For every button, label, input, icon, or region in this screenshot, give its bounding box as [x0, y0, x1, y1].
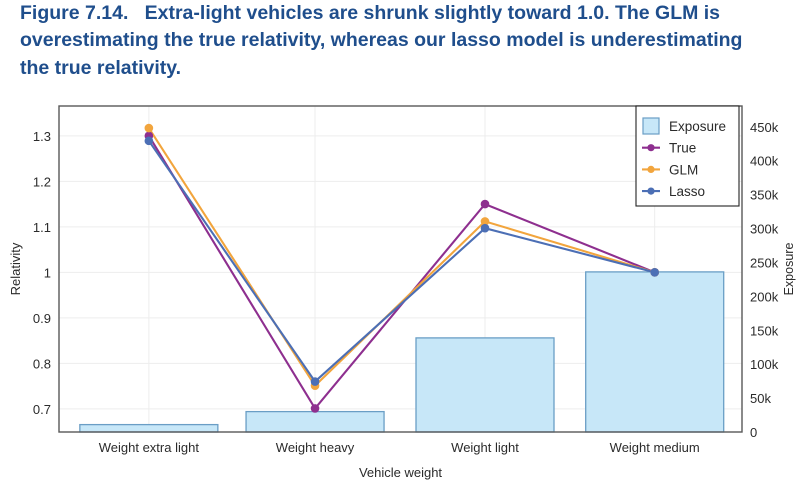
- svg-text:Weight light: Weight light: [451, 440, 519, 455]
- svg-text:450k: 450k: [750, 120, 779, 135]
- svg-text:1.2: 1.2: [33, 174, 51, 189]
- svg-text:GLM: GLM: [669, 162, 698, 177]
- svg-text:Weight heavy: Weight heavy: [276, 440, 355, 455]
- svg-text:1: 1: [44, 265, 51, 280]
- svg-text:300k: 300k: [750, 222, 779, 237]
- svg-text:1.3: 1.3: [33, 129, 51, 144]
- svg-text:0: 0: [750, 425, 757, 440]
- svg-text:Weight extra light: Weight extra light: [99, 440, 200, 455]
- svg-text:Lasso: Lasso: [669, 184, 705, 199]
- svg-text:250k: 250k: [750, 255, 779, 270]
- svg-text:0.8: 0.8: [33, 356, 51, 371]
- svg-text:150k: 150k: [750, 323, 779, 338]
- svg-text:True: True: [669, 141, 696, 156]
- svg-text:Vehicle weight: Vehicle weight: [359, 465, 442, 480]
- svg-text:100k: 100k: [750, 357, 779, 372]
- svg-text:Exposure: Exposure: [782, 243, 796, 296]
- svg-text:350k: 350k: [750, 188, 779, 203]
- svg-text:Relativity: Relativity: [8, 242, 23, 295]
- svg-text:400k: 400k: [750, 154, 779, 169]
- svg-text:1.1: 1.1: [33, 220, 51, 235]
- svg-text:0.7: 0.7: [33, 402, 51, 417]
- svg-text:50k: 50k: [750, 391, 771, 406]
- svg-text:200k: 200k: [750, 289, 779, 304]
- svg-text:0.9: 0.9: [33, 311, 51, 326]
- svg-text:Exposure: Exposure: [669, 119, 726, 134]
- svg-text:Weight medium: Weight medium: [610, 440, 700, 455]
